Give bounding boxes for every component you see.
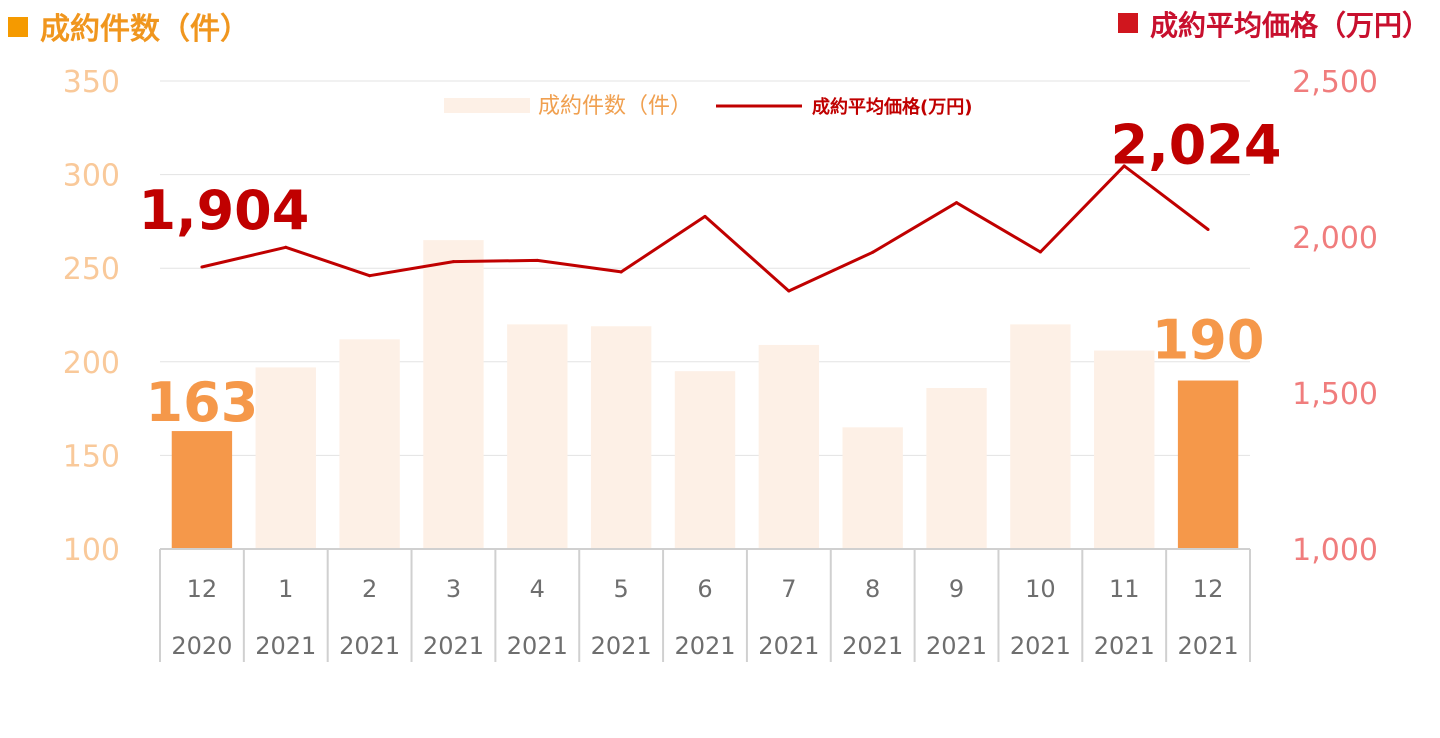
line-point <box>871 250 875 254</box>
right-tick-label: 1,000 <box>1292 533 1378 568</box>
line-point <box>1206 228 1210 232</box>
line-point <box>200 265 204 269</box>
line-point <box>955 201 959 205</box>
bar <box>926 388 987 549</box>
bar <box>842 427 903 549</box>
line-point <box>368 274 372 278</box>
left-tick-label: 350 <box>63 65 120 100</box>
month-label: 4 <box>530 575 545 603</box>
line-last-value-label: 2,024 <box>1111 114 1282 177</box>
year-label: 2021 <box>842 632 903 660</box>
legend-line-label: 成約平均価格(万円) <box>812 96 972 118</box>
line-point <box>284 245 288 249</box>
bar <box>1177 380 1239 549</box>
year-label: 2021 <box>1178 632 1239 660</box>
year-label: 2021 <box>591 632 652 660</box>
month-label: 10 <box>1025 575 1056 603</box>
bar <box>674 371 736 549</box>
line-first-value-label: 1,904 <box>139 179 310 242</box>
left-tick-label: 100 <box>63 533 120 568</box>
line-series <box>200 164 1210 293</box>
bar-first-value-label: 163 <box>146 371 259 434</box>
bar <box>171 431 233 549</box>
bar-last-value-label: 190 <box>1152 309 1265 372</box>
legend: 成約件数（件） 成約平均価格(万円) <box>444 94 972 119</box>
year-label: 2020 <box>171 632 232 660</box>
month-label: 5 <box>614 575 629 603</box>
bar <box>1010 324 1071 549</box>
annotations: 163 190 1,904 2,024 <box>139 114 1282 435</box>
year-label: 2021 <box>1094 632 1155 660</box>
bar <box>507 324 568 549</box>
left-tick-label: 250 <box>63 252 120 287</box>
year-label: 2021 <box>339 632 400 660</box>
month-label: 1 <box>278 575 293 603</box>
year-label: 2021 <box>1010 632 1071 660</box>
year-label: 2021 <box>507 632 568 660</box>
bar <box>255 367 316 549</box>
bar-series <box>171 240 1239 549</box>
line-point <box>1122 164 1126 168</box>
year-label: 2021 <box>255 632 316 660</box>
right-axis: 1,000 1,500 2,000 2,500 <box>1292 65 1378 568</box>
month-label: 8 <box>865 575 880 603</box>
right-tick-label: 2,500 <box>1292 65 1378 100</box>
month-label: 12 <box>187 575 218 603</box>
legend-bar-swatch <box>444 98 530 113</box>
line-point <box>703 214 707 218</box>
header-left-label: 成約件数（件） <box>40 12 250 47</box>
orange-square-icon <box>8 17 28 37</box>
red-square-icon <box>1117 13 1138 33</box>
price-line <box>201 164 1210 293</box>
header-right: 成約平均価格（万円） <box>1117 4 1430 44</box>
month-label: 2 <box>362 575 377 603</box>
left-tick-label: 150 <box>63 439 120 474</box>
month-label: 3 <box>446 575 461 603</box>
category-axis <box>159 548 1251 662</box>
right-tick-label: 2,000 <box>1292 221 1378 256</box>
left-tick-label: 200 <box>63 346 120 381</box>
line-point <box>535 258 539 262</box>
line-point <box>787 289 791 293</box>
bar <box>1094 350 1155 549</box>
year-label: 2021 <box>674 632 735 660</box>
bar <box>758 344 820 549</box>
month-label: 6 <box>697 575 712 603</box>
left-axis: 100 150 200 250 300 350 <box>63 65 120 568</box>
year-label: 2021 <box>423 632 484 660</box>
year-label: 2021 <box>926 632 987 660</box>
month-label: 11 <box>1109 575 1140 603</box>
bar <box>590 326 652 549</box>
header-left: 成約件数（件） <box>8 4 250 48</box>
legend-bar-label: 成約件数（件） <box>538 94 692 119</box>
month-label: 12 <box>1193 575 1224 603</box>
line-point <box>1038 250 1042 254</box>
bar <box>423 240 484 549</box>
left-tick-label: 300 <box>63 159 120 194</box>
bar <box>339 339 400 549</box>
header-right-label: 成約平均価格（万円） <box>1149 9 1430 42</box>
month-label: 7 <box>781 575 796 603</box>
month-label: 9 <box>949 575 964 603</box>
line-point <box>451 260 455 264</box>
line-point <box>619 270 623 274</box>
category-labels: 12 2020 1 2021 2 2021 3 2021 4 2021 5 2021 6 2021 7 202… <box>171 575 1238 660</box>
year-label: 2021 <box>758 632 819 660</box>
right-tick-label: 1,500 <box>1292 377 1378 412</box>
